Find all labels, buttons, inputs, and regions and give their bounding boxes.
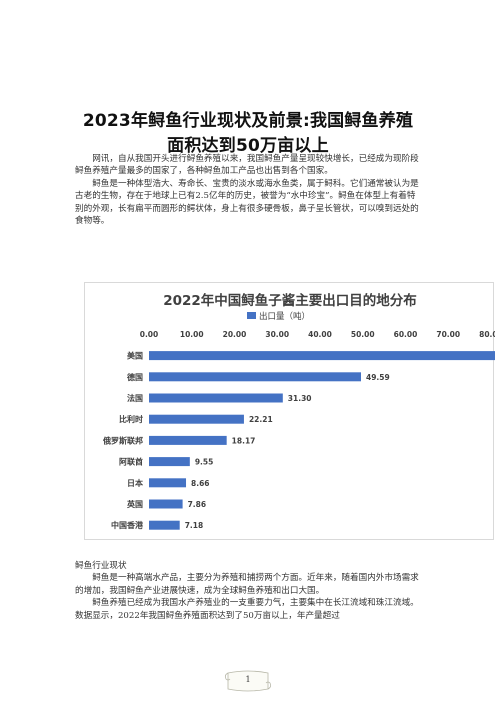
category-label: 英国 [126, 499, 143, 509]
category-label: 美国 [127, 351, 143, 361]
x-tick-label: 20.00 [223, 330, 247, 339]
data-label: 31.30 [288, 394, 312, 403]
page-number: 1 [245, 675, 251, 684]
data-label: 9.55 [195, 458, 214, 467]
bar [149, 414, 244, 424]
bar [149, 372, 361, 382]
data-label: 8.66 [191, 479, 210, 488]
category-label: 俄罗斯联邦 [102, 435, 143, 445]
intro-paragraphs: 网讯，自从我国开头进行鲟鱼养殖以来，我国鲟鱼产量呈现较快增长，已经成为现阶段鲟鱼… [75, 153, 423, 227]
section-heading: 鲟鱼行业现状 [75, 561, 127, 571]
bar [149, 435, 227, 445]
x-tick-label: 0.00 [140, 330, 159, 339]
category-label: 德国 [127, 372, 143, 382]
x-tick-label: 40.00 [308, 330, 332, 339]
legend-label: 出口量（吨） [259, 311, 310, 322]
category-label: 阿联酋 [119, 457, 143, 467]
section-paragraph-2: 鲟鱼养殖已经成为我国水产养殖业的一支重要力气，主要集中在长江流域和珠江流域。数据… [75, 598, 419, 621]
chart-title: 2022年中国鲟鱼子酱主要出口目的地分布 [163, 292, 417, 309]
section-paragraph-1: 鲟鱼是一种高端水产品，主要分为养殖和捕捞两个方面。近年来，随着国内外市场需求的增… [75, 573, 419, 596]
export-destination-chart: 2022年中国鲟鱼子酱主要出口目的地分布出口量（吨） 0.00 10.00 20.00… [84, 282, 495, 540]
x-tick-label: 60.00 [394, 330, 418, 339]
data-label: 49.59 [366, 373, 390, 382]
industry-status-section: 鲟鱼行业现状 鲟鱼是一种高端水产品，主要分为养殖和捕捞两个方面。近年来，随着国内… [75, 560, 423, 622]
page-footer: 1 [222, 667, 274, 695]
data-label: 18.17 [232, 436, 256, 445]
title-line-2: 面积达到50万亩以上 [167, 136, 329, 156]
title-line-1: 2023年鲟鱼行业现状及前景:我国鲟鱼养殖 [82, 111, 414, 131]
bar [149, 499, 183, 509]
x-tick-label: 10.00 [180, 330, 204, 339]
category-label: 中国香港 [111, 520, 144, 530]
bar [149, 393, 283, 403]
scroll-ornament-icon [224, 670, 272, 692]
category-label: 比利时 [119, 414, 143, 424]
data-label: 7.86 [188, 500, 207, 509]
x-tick-label: 70.00 [436, 330, 460, 339]
data-label: 7.18 [185, 521, 204, 530]
bar [149, 520, 180, 530]
intro-paragraph-1: 网讯，自从我国开头进行鲟鱼养殖以来，我国鲟鱼产量呈现较快增长，已经成为现阶段鲟鱼… [75, 154, 419, 177]
x-tick-label: 30.00 [265, 330, 289, 339]
intro-paragraph-2: 鲟鱼是一种体型浩大、寿命长、宝贵的淡水或海水鱼类，属于鲟科。它们通常被认为是古老… [75, 178, 419, 227]
bar [149, 457, 190, 467]
bar [149, 351, 495, 361]
category-label: 日本 [127, 478, 143, 488]
category-label: 法国 [127, 393, 143, 403]
legend-swatch [247, 312, 256, 319]
x-tick-label: 50.00 [351, 330, 375, 339]
x-tick-label: 80.00 [479, 330, 495, 339]
data-label: 22.21 [249, 415, 273, 424]
bar [149, 478, 187, 488]
